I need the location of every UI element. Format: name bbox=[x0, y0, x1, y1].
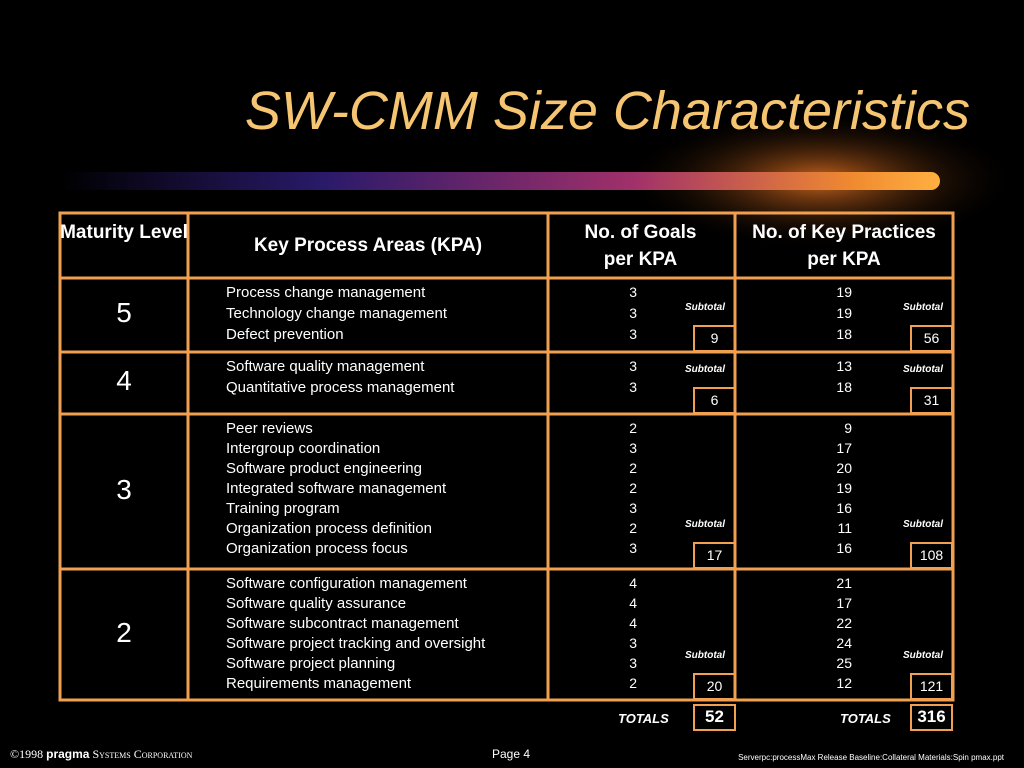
kpa-name: Training program bbox=[226, 500, 340, 517]
practices: 19 bbox=[836, 305, 852, 321]
goals: 2 bbox=[629, 675, 637, 691]
header: No. of Key Practices per KPA bbox=[752, 222, 936, 270]
practices-subtotal: 108 bbox=[910, 542, 953, 569]
kpa-name: Intergroup coordination bbox=[226, 440, 381, 457]
practices-subtotal: 121 bbox=[910, 673, 953, 700]
goals: 3 bbox=[629, 440, 637, 456]
goals: 3 bbox=[629, 358, 637, 374]
totals-label: TOTALS bbox=[618, 711, 669, 726]
goals: 4 bbox=[629, 615, 637, 631]
maturity-level: 5 bbox=[116, 297, 132, 328]
kpa-name: Organization process focus bbox=[226, 540, 408, 557]
goals: 3 bbox=[629, 284, 637, 300]
kpa-name: Process change management bbox=[226, 284, 426, 301]
subtotal-label: Subtotal bbox=[685, 364, 725, 375]
practices: 24 bbox=[836, 635, 852, 651]
goals: 4 bbox=[629, 595, 637, 611]
goals: 2 bbox=[629, 420, 637, 436]
kpa-name: Software quality assurance bbox=[226, 595, 407, 612]
company: Systems Corporation bbox=[92, 747, 193, 761]
practices: 17 bbox=[836, 440, 852, 456]
title: SW-CMM Size Characteristics bbox=[244, 81, 970, 141]
goals: 3 bbox=[629, 655, 637, 671]
goals: 2 bbox=[629, 520, 637, 536]
kpa-name: Integrated software management bbox=[226, 480, 447, 497]
copyright: ©1998 bbox=[10, 747, 44, 761]
practices: 12 bbox=[836, 675, 852, 691]
practices-subtotal: 31 bbox=[910, 387, 953, 414]
kpa-name: Software project planning bbox=[226, 655, 396, 672]
goals: 2 bbox=[629, 480, 637, 496]
maturity-level: 2 bbox=[116, 616, 132, 648]
practices: 16 bbox=[836, 540, 852, 556]
kpa-name: Organization process definition bbox=[226, 520, 432, 537]
practices: 9 bbox=[844, 420, 852, 436]
goals: 3 bbox=[629, 540, 637, 556]
goals-subtotal: 6 bbox=[693, 387, 736, 414]
goals: 3 bbox=[629, 305, 637, 321]
kpa-name: Software product engineering bbox=[226, 460, 422, 477]
page-number: Page 4 bbox=[492, 747, 531, 761]
file-path: Serverpc:processMax Release Baseline:Col… bbox=[738, 753, 1004, 762]
practices-total: 316 bbox=[910, 704, 953, 731]
practices: 20 bbox=[836, 460, 852, 476]
footer-company: ©1998 pragma Systems Corporation bbox=[10, 747, 192, 762]
goals-subtotal: 9 bbox=[693, 325, 736, 352]
subtotal-label: Subtotal bbox=[903, 650, 943, 661]
goals-total: 52 bbox=[693, 704, 736, 731]
kpa-name: Peer reviews bbox=[226, 420, 313, 437]
maturity-level: 3 bbox=[116, 473, 132, 505]
practices-subtotal: 56 bbox=[910, 325, 953, 352]
practices: 17 bbox=[836, 595, 852, 611]
goals-subtotal: 17 bbox=[693, 542, 736, 569]
practices: 22 bbox=[836, 615, 852, 631]
brand: pragma bbox=[46, 747, 90, 761]
kpa-name: Technology change management bbox=[226, 305, 447, 322]
totals-label: TOTALS bbox=[840, 711, 891, 726]
practices: 19 bbox=[836, 480, 852, 496]
goals-subtotal: 20 bbox=[693, 673, 736, 700]
kpa-name: Requirements management bbox=[226, 675, 412, 692]
subtotal-label: Subtotal bbox=[903, 519, 943, 530]
kpa-name: Defect prevention bbox=[226, 326, 344, 343]
practices: 18 bbox=[836, 326, 852, 342]
header: Maturity Level bbox=[60, 222, 188, 243]
kpa-name: Software subcontract management bbox=[226, 615, 459, 632]
goals: 3 bbox=[629, 326, 637, 342]
subtotal-label: Subtotal bbox=[685, 302, 725, 313]
subtotal-label: Subtotal bbox=[903, 302, 943, 313]
goals: 3 bbox=[629, 635, 637, 651]
kpa-name: Quantitative process management bbox=[226, 379, 455, 396]
goals: 2 bbox=[629, 460, 637, 476]
goals: 3 bbox=[629, 500, 637, 516]
maturity-level: 4 bbox=[116, 365, 132, 396]
practices: 25 bbox=[836, 655, 852, 671]
kpa-name: Software project tracking and oversight bbox=[226, 635, 486, 652]
subtotal-label: Subtotal bbox=[903, 364, 943, 375]
practices: 13 bbox=[836, 358, 852, 374]
kpa-name: Software quality management bbox=[226, 358, 425, 375]
kpa-name: Software configuration management bbox=[226, 575, 467, 592]
practices: 18 bbox=[836, 379, 852, 395]
practices: 21 bbox=[836, 575, 852, 591]
practices: 16 bbox=[836, 500, 852, 516]
goals: 3 bbox=[629, 379, 637, 395]
practices: 11 bbox=[837, 520, 852, 536]
header: Key Process Areas (KPA) bbox=[253, 235, 483, 256]
header: No. of Goals per KPA bbox=[584, 222, 697, 270]
subtotal-label: Subtotal bbox=[685, 519, 725, 530]
subtotal-label: Subtotal bbox=[685, 650, 725, 661]
practices: 19 bbox=[836, 284, 852, 300]
goals: 4 bbox=[629, 575, 637, 591]
